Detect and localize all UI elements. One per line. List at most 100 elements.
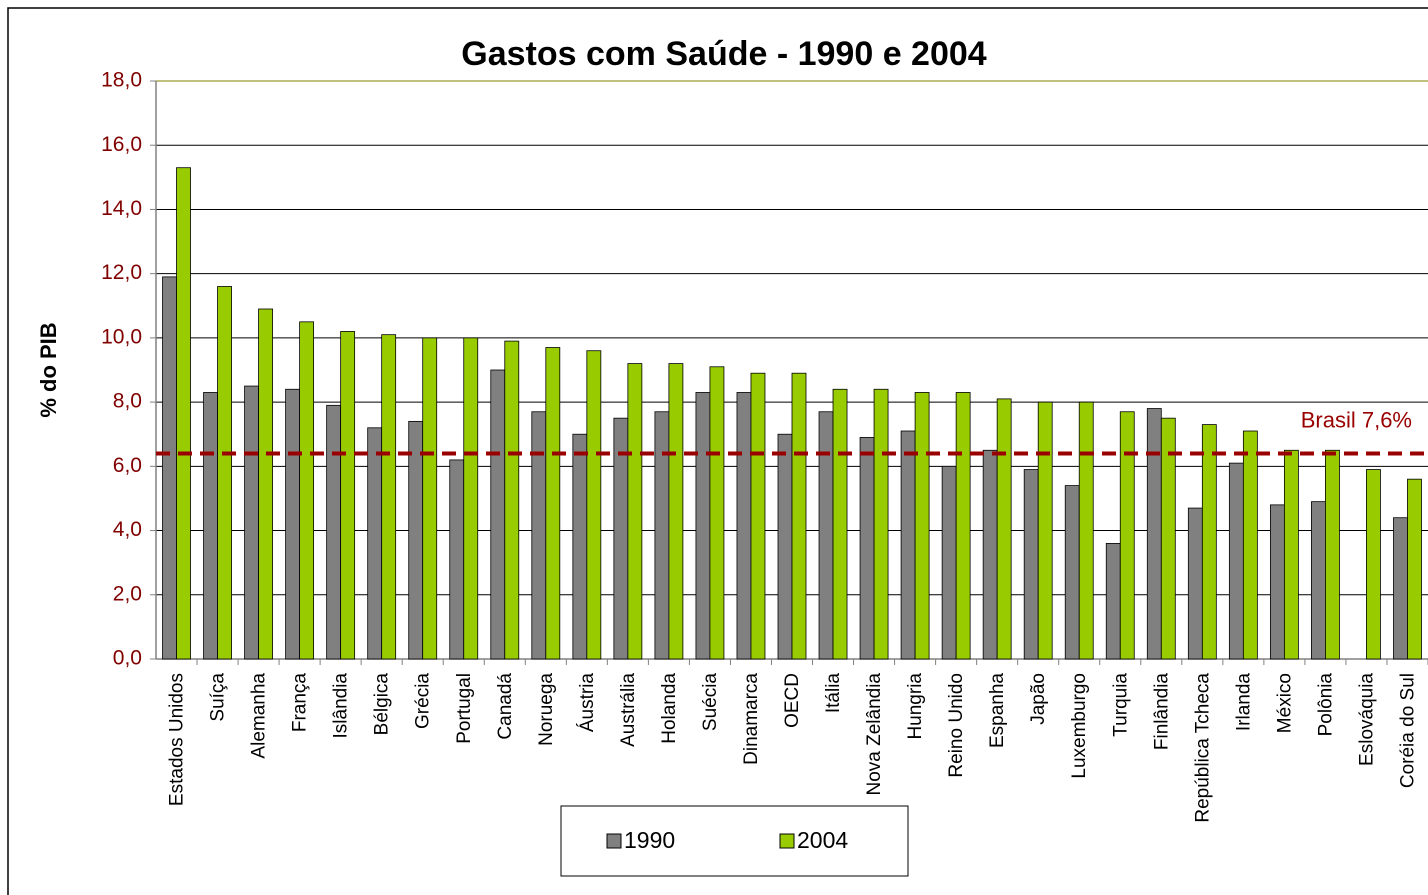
bar xyxy=(572,433,588,660)
x-tick-label: México xyxy=(1274,673,1295,733)
y-tick-label: 0,0 xyxy=(113,647,142,670)
bar xyxy=(217,286,232,660)
bar xyxy=(668,363,684,660)
x-tick-label: Austrália xyxy=(618,673,639,747)
x-tick-label: Islândia xyxy=(331,673,352,739)
bar xyxy=(996,398,1012,660)
x-tick-label: Holanda xyxy=(659,673,680,744)
bar xyxy=(1228,462,1244,660)
y-tick-label: 14,0 xyxy=(101,197,142,220)
bar xyxy=(531,411,547,660)
bar xyxy=(1037,401,1053,660)
bar xyxy=(1064,485,1080,660)
y-tick-label: 2,0 xyxy=(113,582,142,605)
x-tick-label: Suécia xyxy=(700,673,721,732)
bar xyxy=(1242,430,1258,660)
bar xyxy=(381,334,397,660)
bar xyxy=(832,388,848,660)
x-tick-label: Alemanha xyxy=(249,673,270,759)
bar xyxy=(1105,543,1121,660)
x-tick-label: França xyxy=(290,673,311,733)
bar xyxy=(1325,449,1340,660)
bar xyxy=(654,411,670,660)
bar xyxy=(203,392,218,660)
bar xyxy=(1146,408,1162,660)
bar xyxy=(627,363,643,660)
y-tick-label: 18,0 xyxy=(101,69,142,92)
bar xyxy=(900,430,916,660)
bar xyxy=(586,350,602,660)
y-tick-label: 8,0 xyxy=(113,390,142,413)
bar xyxy=(367,427,383,660)
y-tick-label: 6,0 xyxy=(113,454,142,477)
legend-swatch xyxy=(606,833,622,849)
x-tick-label: Estados Unidos xyxy=(167,673,188,806)
bar xyxy=(750,372,766,660)
bar xyxy=(1201,424,1217,660)
bar xyxy=(490,369,506,660)
bar xyxy=(326,404,342,660)
bar xyxy=(299,321,315,660)
bar xyxy=(340,331,356,660)
bar xyxy=(1283,449,1299,660)
bar xyxy=(982,449,998,660)
bar xyxy=(1023,469,1039,660)
x-tick-label: Turquia xyxy=(1110,673,1131,737)
bar xyxy=(1119,411,1135,660)
bar xyxy=(941,465,957,660)
legend-swatch xyxy=(779,833,795,849)
x-tick-label: Canadá xyxy=(495,673,516,740)
x-tick-label: Portugal xyxy=(454,673,475,744)
x-tick-label: Suíça xyxy=(208,673,229,722)
bar xyxy=(1078,401,1094,660)
bar xyxy=(408,420,424,660)
bar xyxy=(695,392,711,660)
x-tick-label: Polônia xyxy=(1315,673,1336,737)
bar xyxy=(1407,478,1422,660)
bar xyxy=(176,167,191,660)
bar xyxy=(859,437,875,660)
y-tick-label: 12,0 xyxy=(101,261,142,284)
bar xyxy=(791,372,807,660)
legend-label: 1990 xyxy=(624,827,675,853)
x-tick-label: Hungria xyxy=(905,673,926,740)
bar xyxy=(1269,504,1285,660)
x-tick-label: Noruega xyxy=(536,673,557,746)
legend-label: 2004 xyxy=(797,827,848,853)
bar xyxy=(463,337,479,660)
bar xyxy=(244,385,259,660)
bar xyxy=(709,366,725,660)
x-tick-label: Luxemburgo xyxy=(1069,673,1090,779)
x-tick-label: Grécia xyxy=(413,673,434,729)
bar xyxy=(1311,501,1326,660)
x-tick-label: Itália xyxy=(823,673,844,714)
bar xyxy=(955,392,971,660)
bar xyxy=(736,392,752,660)
chart-title: Gastos com Saúde - 1990 e 2004 xyxy=(461,35,986,73)
y-tick-label: 16,0 xyxy=(101,133,142,156)
chart-border xyxy=(7,7,1428,895)
bar xyxy=(504,340,520,660)
x-tick-label: República Tcheca xyxy=(1192,673,1213,823)
bar xyxy=(258,308,273,660)
bar xyxy=(777,433,793,660)
reference-label: Brasil 7,6% xyxy=(1301,407,1412,432)
x-tick-label: Nova Zelândia xyxy=(864,673,885,796)
y-tick-label: 4,0 xyxy=(113,518,142,541)
x-tick-label: Bélgica xyxy=(372,673,393,736)
bar xyxy=(162,276,177,660)
bar xyxy=(1160,417,1176,660)
bar xyxy=(1187,507,1203,660)
bar xyxy=(818,411,834,660)
bar xyxy=(1393,517,1408,660)
x-tick-label: Áustria xyxy=(577,673,598,733)
bar xyxy=(873,388,889,660)
x-tick-label: Reino Unido xyxy=(946,673,967,778)
y-axis-label: % do PIB xyxy=(36,322,61,417)
x-tick-label: Eslováquia xyxy=(1356,673,1377,766)
bar xyxy=(422,337,438,660)
bar xyxy=(914,392,930,660)
x-tick-label: Espanha xyxy=(987,673,1008,748)
x-tick-label: Japão xyxy=(1028,673,1049,725)
